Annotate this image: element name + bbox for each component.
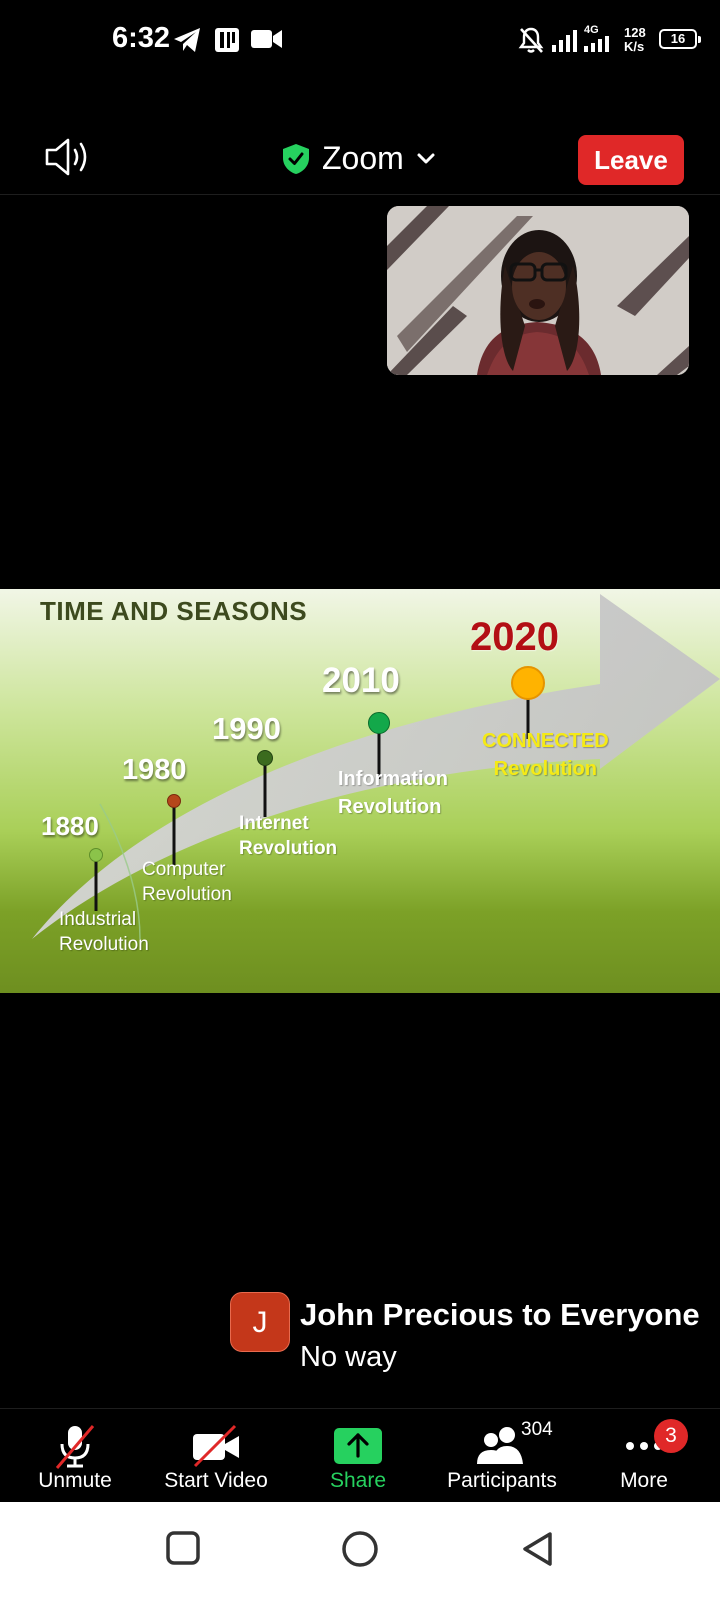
milestone-dot-1880	[89, 848, 103, 862]
year-1880: 1880	[41, 811, 99, 841]
slide-background	[0, 589, 720, 993]
label-computer-revolution: Computer Revolution	[142, 859, 232, 905]
unmute-button[interactable]: Unmute	[3, 1409, 147, 1503]
chat-message-text: No way	[300, 1341, 397, 1373]
video-recording-icon	[251, 30, 282, 48]
chat-sender: John Precious to Everyone	[300, 1297, 700, 1332]
meeting-header: Zoom Leave	[0, 120, 720, 195]
chevron-down-icon	[417, 153, 435, 163]
share-button[interactable]: Share	[286, 1409, 430, 1503]
slide-title: TIME AND SEASONS	[40, 596, 308, 626]
year-1980: 1980	[122, 754, 187, 786]
more-button[interactable]: 3 More	[572, 1409, 716, 1503]
network-speed-value: 128	[624, 25, 646, 40]
recent-apps-icon[interactable]	[165, 1530, 201, 1566]
participants-icon	[477, 1427, 523, 1464]
milestone-dot-2020	[511, 666, 545, 700]
meeting-toolbar: Unmute Start Video Share	[0, 1408, 720, 1502]
year-2020: 2020	[470, 615, 559, 659]
timeline-arrow	[32, 594, 720, 939]
leave-button[interactable]: Leave	[578, 135, 684, 185]
participants-button[interactable]: 304 Participants	[430, 1409, 574, 1503]
telegram-icon	[174, 28, 200, 52]
notifications-muted-icon	[518, 27, 544, 53]
participant-video-image	[387, 206, 689, 375]
year-2010: 2010	[322, 661, 400, 700]
meeting-title: Zoom	[322, 140, 404, 176]
network-type: 4G	[584, 24, 599, 36]
status-bar: 6:32 4G 128 K/s 16	[0, 0, 720, 80]
start-video-button[interactable]: Start Video	[144, 1409, 288, 1503]
milestone-dot-1980	[167, 794, 181, 808]
document-app-icon	[215, 28, 239, 52]
shield-check-icon	[283, 143, 309, 174]
unmute-label: Unmute	[38, 1469, 112, 1492]
label-industrial-revolution: Industrial Revolution	[59, 909, 149, 955]
back-icon[interactable]	[519, 1530, 555, 1568]
microphone-muted-icon	[55, 1425, 95, 1469]
meeting-title-dropdown[interactable]: Zoom	[282, 140, 436, 177]
year-1990: 1990	[212, 711, 281, 746]
signal-strength-icon	[552, 30, 577, 52]
avatar: J	[230, 1292, 290, 1352]
milestone-dot-2010	[368, 712, 390, 734]
share-label: Share	[329, 1469, 387, 1492]
battery-indicator: 16	[659, 29, 701, 49]
label-information-revolution: Information Revolution	[338, 768, 448, 818]
home-icon[interactable]	[341, 1530, 379, 1568]
system-navigation-bar	[0, 1502, 720, 1600]
speaker-icon[interactable]	[44, 136, 94, 178]
participants-label: Participants	[447, 1469, 557, 1492]
more-notification-badge: 3	[654, 1419, 688, 1453]
label-internet-revolution: Internet Revolution	[239, 813, 338, 859]
more-label: More	[620, 1469, 668, 1492]
video-camera-off-icon	[193, 1424, 239, 1468]
start-video-label: Start Video	[164, 1469, 268, 1492]
signal-strength-4g-icon	[584, 36, 609, 52]
participant-video-thumbnail[interactable]	[387, 206, 689, 375]
label-connected-revolution: CONNECTED Revolution	[482, 730, 609, 780]
status-time: 6:32	[112, 22, 171, 54]
network-speed-unit: K/s	[624, 39, 645, 54]
shared-screen-slide: TIME AND SEASONS 1880 1980 1990 2010 202…	[0, 589, 720, 993]
chat-message-preview[interactable]: J John Precious to Everyone No way	[230, 1292, 710, 1382]
share-upload-icon	[334, 1428, 382, 1464]
milestone-dot-1990	[257, 750, 273, 766]
participants-count: 304	[521, 1419, 553, 1440]
